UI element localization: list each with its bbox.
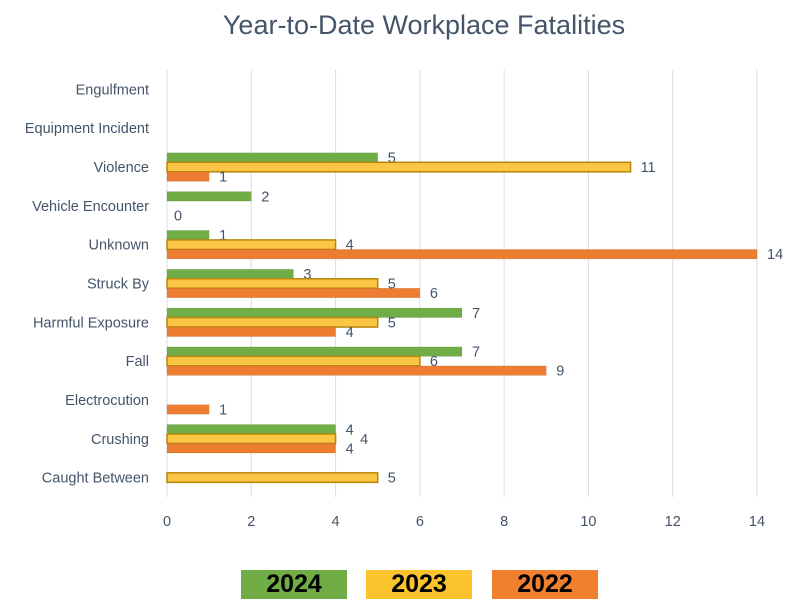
data-label-2023: 6 <box>430 354 438 370</box>
data-label-2022: 1 <box>219 170 227 186</box>
data-label-2024: 7 <box>472 306 480 322</box>
bar-2023 <box>166 472 379 484</box>
x-tick-label: 10 <box>580 514 596 530</box>
category-label: Struck By <box>87 277 150 293</box>
data-label-2023: 4 <box>346 238 354 254</box>
x-tick-label: 4 <box>332 514 340 530</box>
bar-2024 <box>166 346 463 357</box>
data-label-2023: 5 <box>388 471 396 487</box>
bar-2023 <box>166 355 421 367</box>
bar-2022 <box>166 404 210 415</box>
category-label: Caught Between <box>42 471 149 487</box>
data-label-2024: 5 <box>388 151 396 167</box>
category-label: Harmful Exposure <box>33 315 149 331</box>
category-label: Violence <box>94 160 149 176</box>
bar-2024 <box>166 424 336 435</box>
bar-2023 <box>166 161 632 173</box>
data-label-2022: 4 <box>346 441 354 457</box>
data-label-2024: 4 <box>346 422 354 438</box>
bar-2024 <box>166 268 294 280</box>
bar-2023 <box>166 433 337 445</box>
bar-2024 <box>166 152 379 163</box>
x-tick-label: 0 <box>163 514 171 530</box>
bar-2022 <box>166 287 421 299</box>
category-label: Engulfment <box>76 82 149 98</box>
x-tick-label: 8 <box>500 514 508 530</box>
category-label: Equipment Incident <box>25 121 149 137</box>
data-label-2022: 14 <box>767 247 783 263</box>
bar-2024 <box>166 307 463 318</box>
data-label-2024: 1 <box>219 228 227 244</box>
data-label-2023: 11 <box>641 160 656 176</box>
bar-2022 <box>166 365 547 376</box>
bar-2022 <box>166 249 758 260</box>
category-label: Crushing <box>91 432 149 448</box>
data-label-2022: 9 <box>556 364 564 380</box>
bar-2023 <box>166 239 337 251</box>
data-label-2024: 2 <box>261 189 269 205</box>
data-label-2023: 5 <box>388 277 396 293</box>
legend-2023: 2023 <box>366 570 472 599</box>
data-label-2023: 4 <box>360 432 368 448</box>
bar-2022 <box>166 171 210 182</box>
x-tick-label: 2 <box>247 514 255 530</box>
data-label-2023: 5 <box>388 315 396 331</box>
data-label-2022: 0 <box>174 208 182 224</box>
category-label: Unknown <box>89 238 149 254</box>
data-label-2022: 1 <box>219 402 227 418</box>
category-label: Fall <box>126 354 149 370</box>
data-label-2022: 4 <box>346 325 354 341</box>
x-tick-label: 6 <box>416 514 424 530</box>
bar-2023 <box>166 278 379 289</box>
bar-2024 <box>166 191 252 202</box>
category-label: Electrocution <box>65 393 149 409</box>
data-label-2024: 3 <box>303 267 311 283</box>
x-tick-label: 12 <box>665 514 681 530</box>
data-label-2022: 6 <box>430 286 438 302</box>
data-label-2024: 7 <box>472 345 480 361</box>
bar-2024 <box>166 230 210 241</box>
chart-title: Year-to-Date Workplace Fatalities <box>222 10 626 40</box>
legend-2024: 2024 <box>241 570 347 599</box>
bar-2022 <box>166 443 336 454</box>
legend-2022: 2022 <box>492 570 598 599</box>
category-label: Vehicle Encounter <box>32 199 149 215</box>
x-tick-label: 14 <box>749 514 765 530</box>
bar-2022 <box>166 326 336 337</box>
